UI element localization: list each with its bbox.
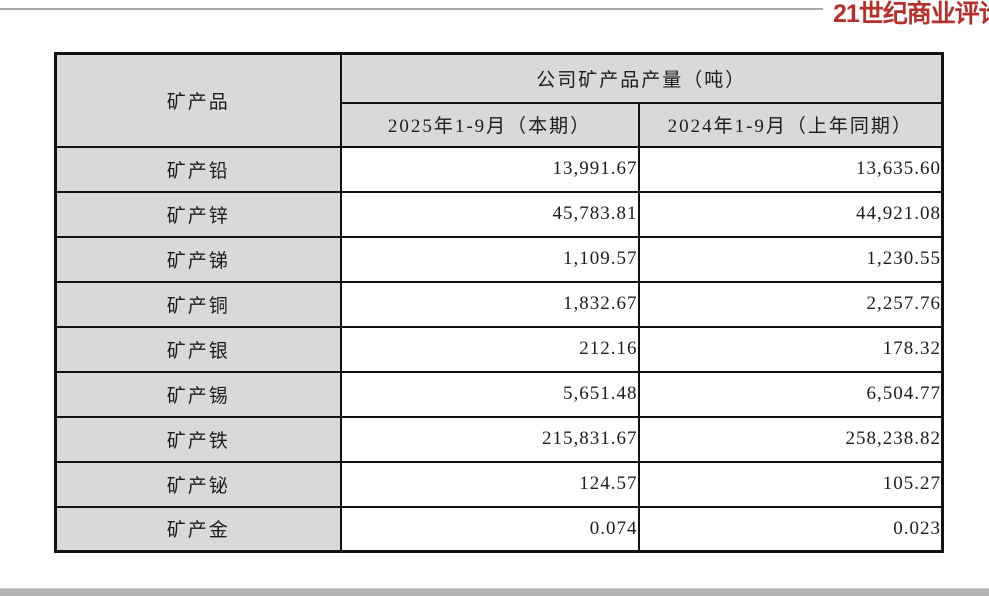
table-row: 矿产银 212.16 178.32 [54,325,944,373]
prior-value-cell: 2,257.76 [637,280,944,328]
prior-value-cell: 6,504.77 [637,370,944,418]
table-row: 矿产锑 1,109.57 1,230.55 [54,235,944,283]
column-header-current-period: 2025年1-9月（本期） [339,101,640,148]
prior-value-cell: 178.32 [637,325,944,373]
current-value-cell: 1,832.67 [339,280,640,328]
mineral-name-cell: 矿产铅 [54,145,342,193]
column-group-header-output: 公司矿产品产量（吨） [339,52,944,104]
mineral-name-cell: 矿产锌 [54,190,342,238]
prior-value-cell: 0.023 [637,505,944,553]
bottom-scroll-bar [0,588,989,596]
table-row: 矿产铅 13,991.67 13,635.60 [54,145,944,193]
column-header-mineral: 矿产品 [54,52,342,148]
brand-logo: 21世纪商业评论 [833,0,989,28]
prior-value-cell: 1,230.55 [637,235,944,283]
top-divider-line [0,8,823,10]
current-value-cell: 13,991.67 [339,145,640,193]
table-row: 矿产锡 5,651.48 6,504.77 [54,370,944,418]
mineral-name-cell: 矿产铜 [54,280,342,328]
prior-value-cell: 105.27 [637,460,944,508]
mineral-name-cell: 矿产铁 [54,415,342,463]
current-value-cell: 1,109.57 [339,235,640,283]
table-row: 矿产金 0.074 0.023 [54,505,944,553]
mineral-name-cell: 矿产锑 [54,235,342,283]
current-value-cell: 212.16 [339,325,640,373]
current-value-cell: 0.074 [339,505,640,553]
mineral-name-cell: 矿产银 [54,325,342,373]
table-row: 矿产锌 45,783.81 44,921.08 [54,190,944,238]
mineral-name-cell: 矿产铋 [54,460,342,508]
current-value-cell: 124.57 [339,460,640,508]
table-row: 矿产铋 124.57 105.27 [54,460,944,508]
prior-value-cell: 44,921.08 [637,190,944,238]
table-row: 矿产铜 1,832.67 2,257.76 [54,280,944,328]
prior-value-cell: 258,238.82 [637,415,944,463]
table-header-row-periods: 2025年1-9月（本期） 2024年1-9月（上年同期） [56,101,944,148]
mineral-production-table: 矿产品 公司矿产品产量（吨） 2025年1-9月（本期） 2024年1-9月（上… [54,52,944,553]
table-header-row-group: 矿产品 公司矿产品产量（吨） [54,52,944,148]
column-header-prior-period: 2024年1-9月（上年同期） [637,101,944,148]
current-value-cell: 45,783.81 [339,190,640,238]
current-value-cell: 215,831.67 [339,415,640,463]
mineral-name-cell: 矿产锡 [54,370,342,418]
prior-value-cell: 13,635.60 [637,145,944,193]
mineral-name-cell: 矿产金 [54,505,342,553]
table-row: 矿产铁 215,831.67 258,238.82 [54,415,944,463]
current-value-cell: 5,651.48 [339,370,640,418]
